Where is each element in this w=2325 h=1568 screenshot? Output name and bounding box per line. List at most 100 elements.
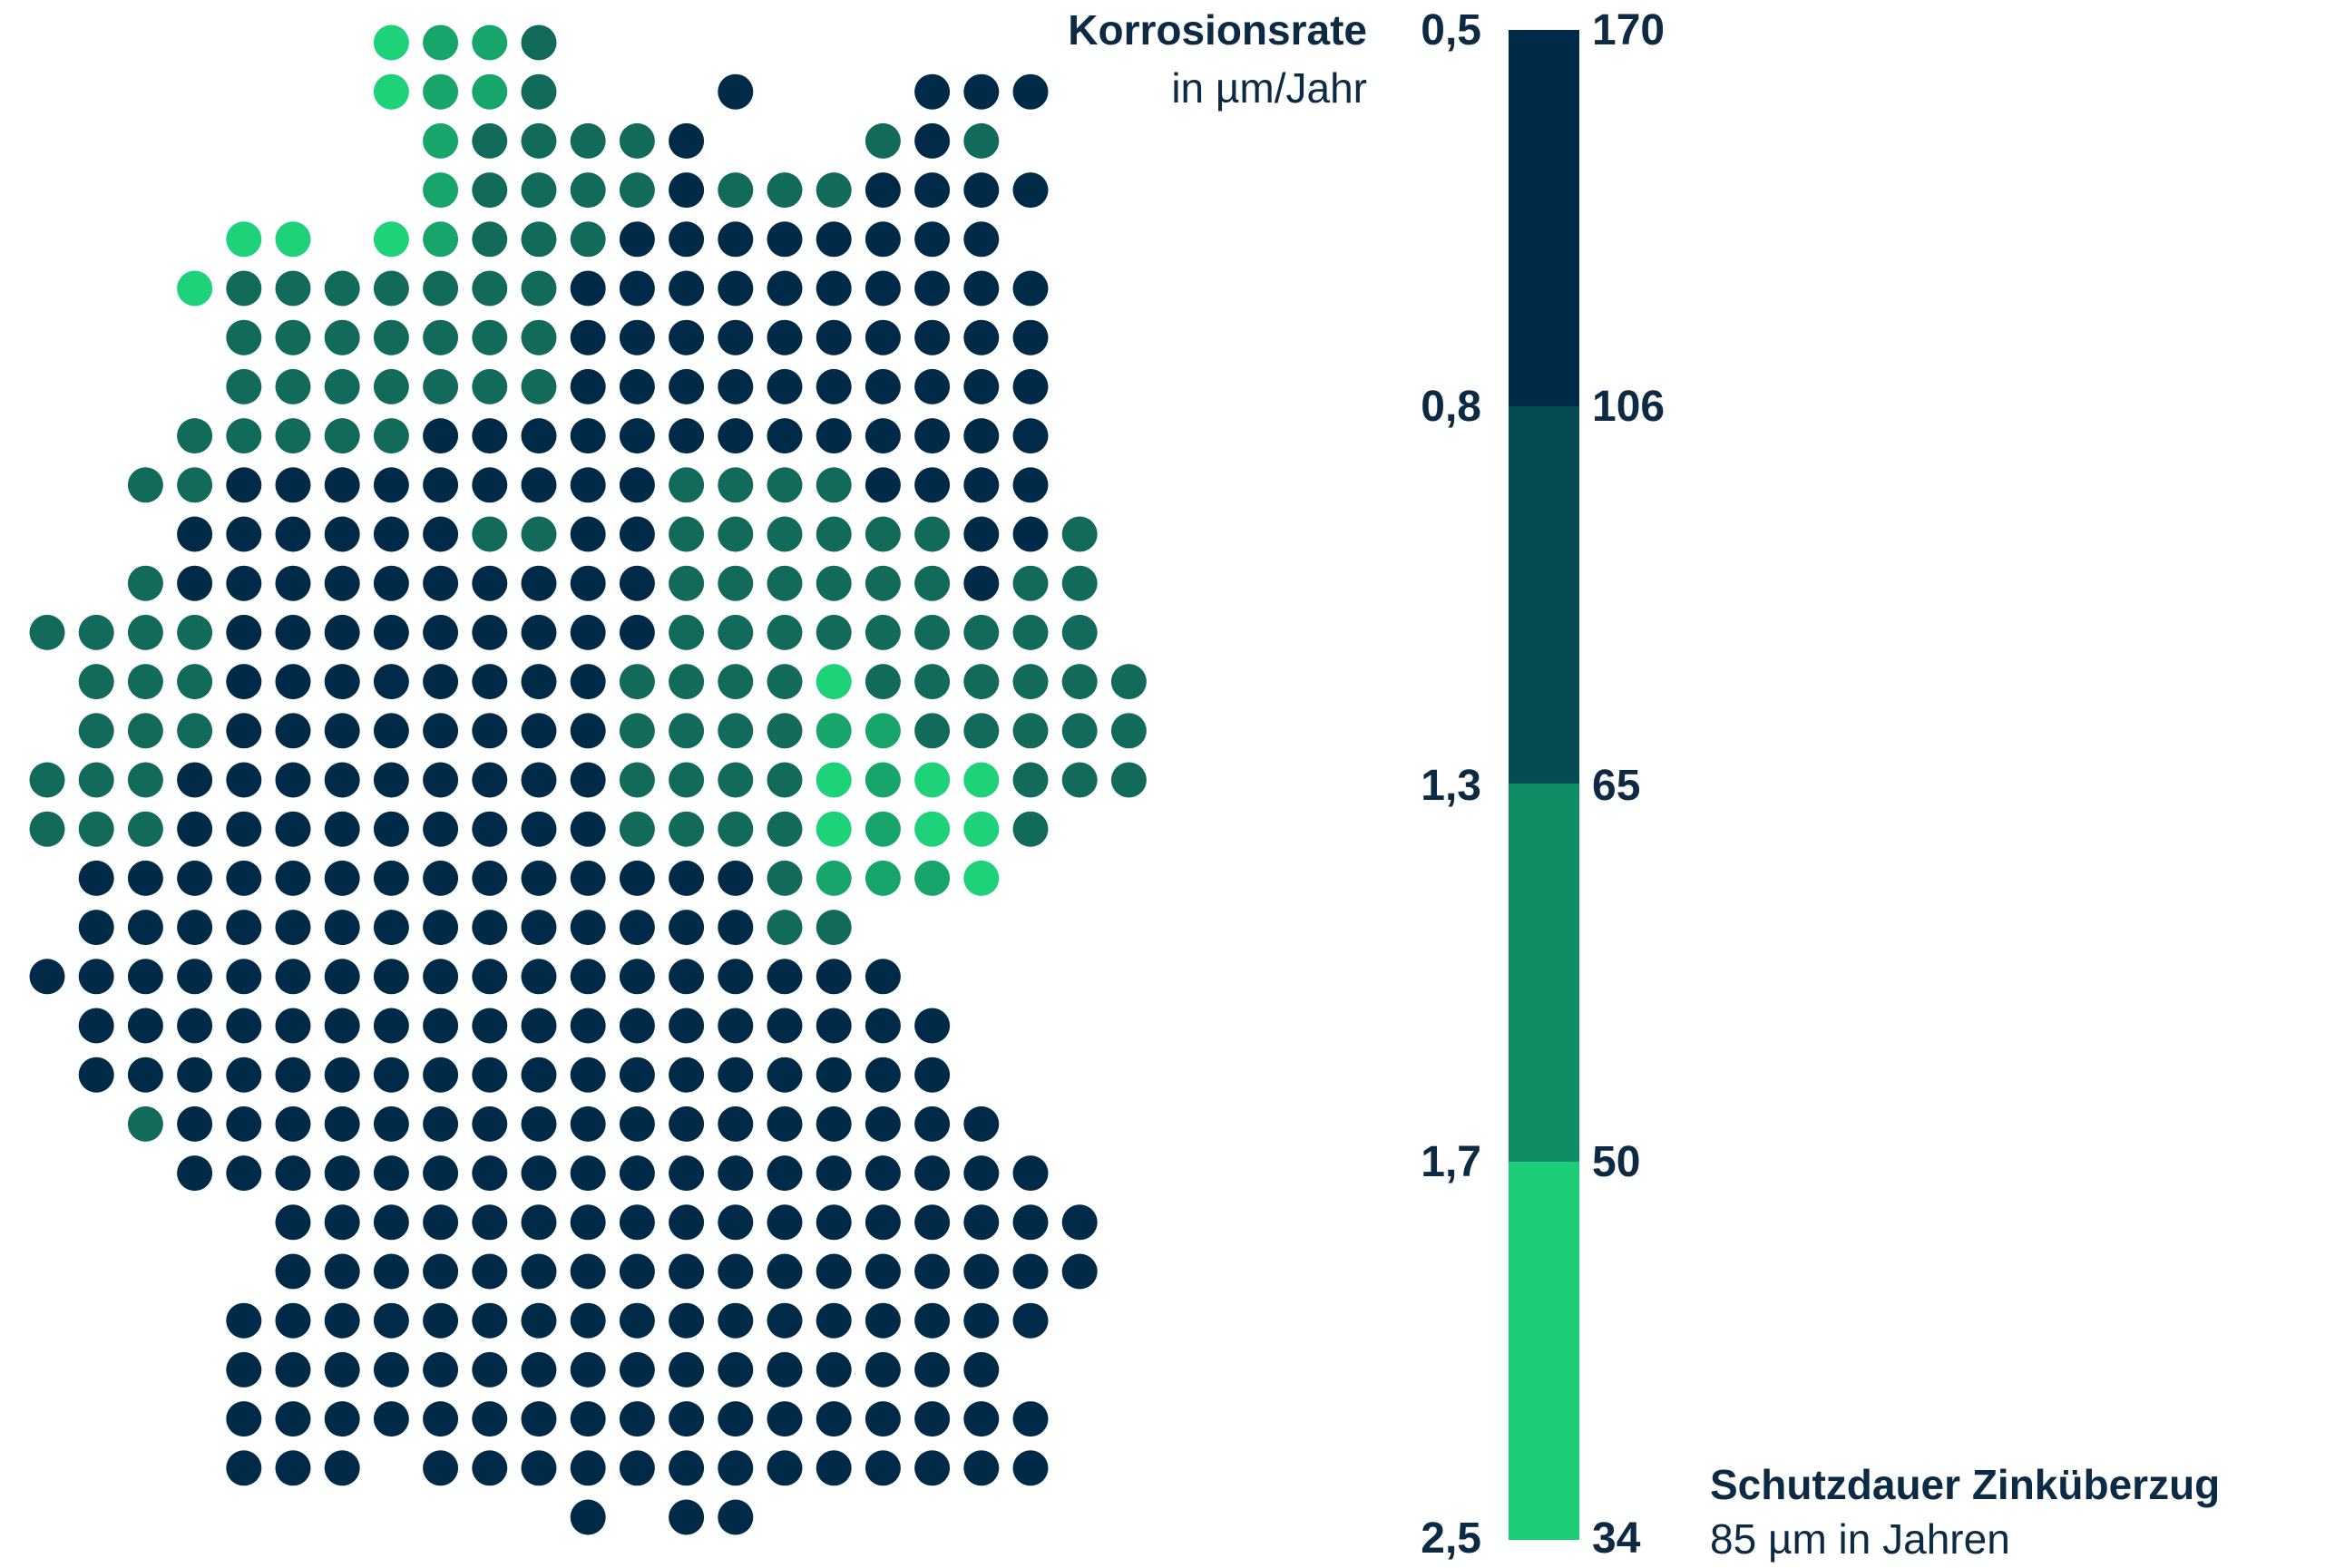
map-dot-dark [619,1302,655,1339]
map-dot-dark [275,1057,311,1093]
map-dot-dark [472,1204,508,1241]
map-dot-dark [767,270,803,307]
map-dot-teal [1110,713,1147,749]
map-dot-green [865,811,901,847]
map-dot-teal [669,664,705,700]
map-dot-teal [1012,811,1049,847]
map-dot-teal [472,319,508,355]
map-dot-dark [816,1450,852,1486]
map-dot-dark [718,418,754,454]
map-dot-dark [767,1204,803,1241]
map-dot-dark [963,1105,1000,1142]
map-dot-dark [373,811,409,847]
map-dot-dark [275,1155,311,1192]
map-dot-teal [963,713,1000,749]
map-dot-dark [423,664,459,700]
map-dot-teal [78,664,114,700]
map-dot-dark [570,1008,606,1044]
map-dot-dark [669,368,705,404]
map-dot-teal [619,664,655,700]
map-dot-dark [718,221,754,258]
protection-tick-0: 170 [1592,6,1666,54]
map-dot-dark [226,1302,262,1339]
map-dot-dark [521,1105,557,1142]
map-dot-dark [324,614,360,650]
map-dot-teal [127,811,163,847]
map-dot-dark [226,713,262,749]
map-dot-dark [963,172,1000,209]
map-dot-dark [718,1253,754,1290]
map-dot-dark [423,1155,459,1192]
map-dot-dark [1012,467,1049,503]
map-dot-dark [570,565,606,601]
map-dot-teal [472,122,508,159]
map-dot-dark [865,1057,901,1093]
map-dot-dark [1012,319,1049,355]
map-dot-light-green [816,664,852,700]
map-dot-teal [1012,762,1049,798]
map-dot-teal [521,516,557,552]
map-dot-teal [423,319,459,355]
map-dot-dark [1061,1253,1098,1290]
map-dot-dark [373,664,409,700]
map-dot-teal [1061,614,1098,650]
map-dot-light-green [226,221,262,258]
map-dot-dark [619,614,655,650]
map-dot-dark [275,516,311,552]
map-dot-dark [816,368,852,404]
scale-segment-50-34 [1509,1162,1579,1540]
map-dot-dark [865,1351,901,1388]
map-dot-dark [718,270,754,307]
map-dot-dark [226,565,262,601]
map-dot-green [865,713,901,749]
map-dot-dark [963,1204,1000,1241]
map-dot-teal [1012,713,1049,749]
map-dot-dark [570,516,606,552]
map-dot-dark [423,1302,459,1339]
map-dot-dark [324,1204,360,1241]
map-dot-dark [718,1499,754,1535]
legend-subtitle: 85 µm in Jahren [1710,1515,2010,1563]
map-dot-dark [472,1450,508,1486]
map-dot-dark [423,811,459,847]
map-dot-dark [324,1105,360,1142]
map-dot-teal [865,565,901,601]
map-dot-dark [373,516,409,552]
map-dot-dark [423,418,459,454]
map-dot-dark [816,1253,852,1290]
map-dot-dark [914,1204,951,1241]
map-dot-dark [177,959,213,995]
map-dot-dark [718,1057,754,1093]
map-dot-teal [963,122,1000,159]
map-dot-dark [177,1155,213,1192]
map-dot-dark [669,1057,705,1093]
map-dot-dark [373,1204,409,1241]
map-dot-teal [78,713,114,749]
map-dot-dark [78,910,114,946]
map-dot-dark [767,1105,803,1142]
map-dot-dark [914,1450,951,1486]
map-dot-teal [521,24,557,61]
map-dot-dark [423,713,459,749]
map-dot-dark [226,467,262,503]
map-dot-dark [324,1057,360,1093]
map-dot-teal [1012,614,1049,650]
map-dot-dark [816,1351,852,1388]
map-dot-dark [521,860,557,896]
map-dot-dark [619,1105,655,1142]
map-dot-teal [226,368,262,404]
map-title: Korrosionsrate [1068,6,1367,54]
map-dot-teal [127,1105,163,1142]
map-dot-teal [816,516,852,552]
map-dot-dark [521,614,557,650]
map-dot-dark [767,1450,803,1486]
map-dot-dark [127,959,163,995]
map-dot-dark [1061,1204,1098,1241]
map-dot-dark [521,1401,557,1437]
map-dot-teal [718,565,754,601]
map-dot-dark [373,860,409,896]
map-dot-dark [423,565,459,601]
map-dot-dark [816,1105,852,1142]
map-dot-teal [1061,762,1098,798]
map-dot-dark [423,1204,459,1241]
